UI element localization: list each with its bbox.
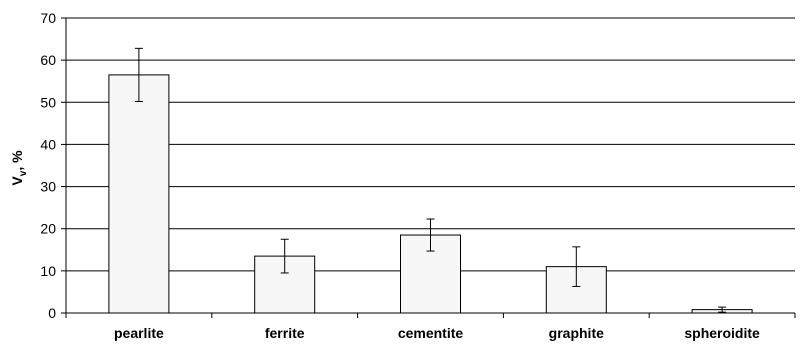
x-tick-label-spheroidite: spheroidite <box>684 325 760 341</box>
y-tick-label-0: 0 <box>48 305 56 321</box>
y-axis-title: Vv, % <box>9 150 29 186</box>
y-axis-title-main: V <box>9 176 25 186</box>
y-axis-title-rest: , % <box>9 150 25 171</box>
y-tick-label-50: 50 <box>40 94 56 110</box>
y-tick-label-60: 60 <box>40 52 56 68</box>
y-tick-label-20: 20 <box>40 221 56 237</box>
y-tick-label-40: 40 <box>40 136 56 152</box>
y-tick-labels: 0 10 20 30 40 50 60 70 <box>40 10 56 321</box>
x-tick-label-pearlite: pearlite <box>114 325 164 341</box>
error-bars <box>134 47 727 313</box>
y-tick-label-30: 30 <box>40 179 56 195</box>
bars <box>108 74 753 314</box>
x-tick-label-graphite: graphite <box>549 325 604 341</box>
x-tick-label-cementite: cementite <box>398 325 464 341</box>
gridlines <box>66 17 795 272</box>
bar-pearlite <box>108 74 170 314</box>
y-tick-label-10: 10 <box>40 263 56 279</box>
y-tick-label-70: 70 <box>40 10 56 26</box>
y-axis-title-subscript: v <box>18 170 29 176</box>
axes <box>61 17 796 318</box>
x-tick-labels: pearlite ferrite cementite graphite spheroid… <box>114 325 760 341</box>
x-tick-label-ferrite: ferrite <box>265 325 305 341</box>
